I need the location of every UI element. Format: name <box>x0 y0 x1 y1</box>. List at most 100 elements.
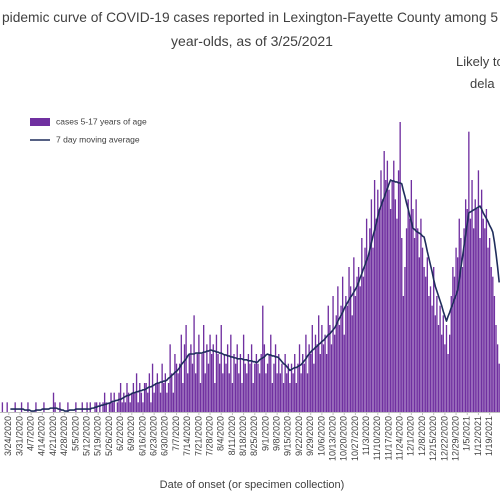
bar <box>1 402 4 412</box>
bar <box>476 209 478 412</box>
bar <box>493 296 496 412</box>
bar <box>258 373 261 412</box>
bar <box>373 180 376 412</box>
bar <box>378 209 381 412</box>
bar <box>444 344 446 412</box>
bar <box>472 228 475 412</box>
bar <box>172 392 174 412</box>
x-tick-label: 10/13/2020 <box>327 416 337 461</box>
bar <box>67 402 69 412</box>
bar <box>244 363 246 412</box>
bar <box>225 363 227 412</box>
bar <box>313 363 315 412</box>
x-tick-label: 7/21/2020 <box>193 416 203 456</box>
bar <box>271 383 274 412</box>
bar <box>151 363 154 412</box>
bar <box>195 373 197 412</box>
bar <box>254 363 256 412</box>
bar <box>404 267 406 412</box>
bar <box>282 383 285 412</box>
bar <box>385 180 387 412</box>
bar <box>218 363 221 412</box>
bar <box>429 286 432 412</box>
bar <box>394 199 397 412</box>
bar <box>179 363 181 412</box>
bar <box>135 373 138 412</box>
chart-subtitle: year-olds, as of 3/25/2021 <box>171 33 333 49</box>
bar <box>487 247 489 412</box>
bar <box>268 354 270 412</box>
bar <box>145 383 147 412</box>
bar <box>321 325 323 412</box>
x-tick-label: 11/17/2020 <box>383 416 393 460</box>
bar <box>43 402 45 412</box>
x-tick-label: 9/29/2020 <box>305 416 315 456</box>
bar <box>116 402 119 412</box>
x-tick-label: 6/16/2020 <box>137 416 147 456</box>
bar <box>357 267 360 412</box>
bar <box>276 373 278 412</box>
bar <box>142 402 144 412</box>
annotation: Likely to <box>456 54 500 69</box>
bar <box>452 267 454 412</box>
bar <box>119 383 122 412</box>
bar <box>156 373 159 412</box>
bar <box>407 199 409 412</box>
bar <box>163 383 165 412</box>
bar <box>425 276 427 412</box>
bar <box>102 402 104 412</box>
bar <box>417 228 419 412</box>
bar <box>484 228 486 412</box>
x-tick-label: 3/31/2020 <box>14 416 24 456</box>
bar <box>318 315 320 412</box>
bar <box>123 392 125 412</box>
bar <box>247 354 250 412</box>
bar <box>349 286 352 412</box>
bar <box>456 257 459 412</box>
bar <box>214 383 216 412</box>
bar <box>236 344 238 412</box>
bar <box>270 334 272 412</box>
bar <box>143 383 146 412</box>
bar <box>393 160 395 412</box>
bar <box>297 363 299 412</box>
bar <box>383 151 385 412</box>
bar <box>207 363 210 412</box>
bar <box>228 373 230 412</box>
bar <box>233 354 235 412</box>
bar <box>169 344 171 412</box>
bar <box>466 209 468 412</box>
bar <box>335 315 337 412</box>
chart-title: pidemic curve of COVID-19 cases reported… <box>2 9 498 25</box>
bar <box>226 344 229 412</box>
x-tick-label: 7/7/2020 <box>171 416 181 451</box>
bar <box>212 344 214 412</box>
bar <box>447 354 449 412</box>
x-tick-label: 4/28/2020 <box>59 416 69 456</box>
x-tick-label: 1/12/2021 <box>473 416 483 456</box>
bar <box>405 228 408 412</box>
bar <box>410 180 413 412</box>
bar <box>455 247 457 412</box>
bar <box>262 305 264 412</box>
bar <box>351 315 353 412</box>
bar <box>333 334 336 412</box>
bar <box>126 383 128 412</box>
bar <box>129 402 131 412</box>
x-tick-label: 5/12/2020 <box>81 416 91 456</box>
x-tick-label: 1/19/2021 <box>484 416 494 456</box>
bar <box>310 354 312 412</box>
bar <box>386 160 389 412</box>
bar <box>171 373 173 412</box>
x-tick-label: 3/24/2020 <box>3 416 13 456</box>
x-tick-label: 7/28/2020 <box>204 416 214 456</box>
legend-label: cases 5-17 years of age <box>56 116 147 126</box>
bar <box>300 373 302 412</box>
bar <box>286 373 288 412</box>
bar <box>303 363 305 412</box>
x-tick-label: 11/24/2020 <box>395 416 405 460</box>
bar <box>27 402 29 412</box>
bar <box>273 363 275 412</box>
bar <box>260 354 262 412</box>
